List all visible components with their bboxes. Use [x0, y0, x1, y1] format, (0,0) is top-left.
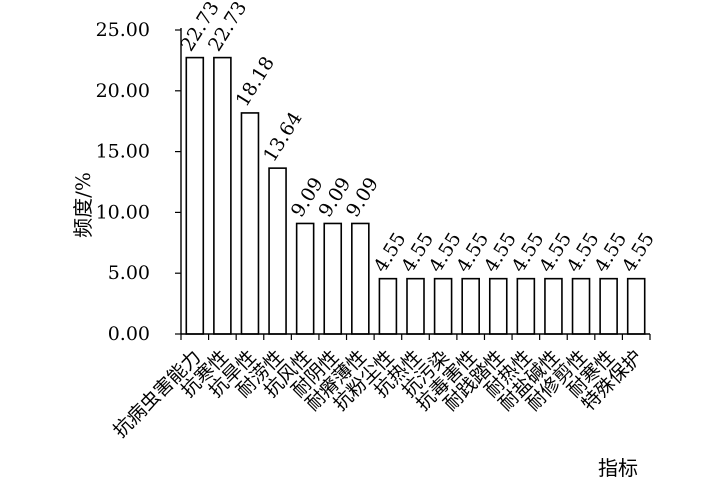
- data-label: 18.18: [232, 53, 279, 111]
- bar: [571, 277, 591, 335]
- y-tick-label: 5.00: [108, 262, 150, 284]
- bar: [516, 277, 536, 335]
- bar: [213, 56, 232, 335]
- y-tick-label: 10.00: [96, 201, 150, 223]
- y-tick-label: 0.00: [108, 323, 150, 345]
- y-axis-title: 频度/%: [71, 172, 95, 238]
- bar: [351, 222, 370, 335]
- bar: [626, 277, 646, 335]
- bar: [599, 277, 618, 335]
- data-label: 13.64: [259, 108, 306, 166]
- x-axis-category-labels: 抗病虫害能力抗寒性抗旱性耐涝性抗风性耐阴性耐瘠薄性抗粉尘性抗热性抗污染抗毒害性耐…: [109, 346, 647, 442]
- bar: [323, 222, 343, 335]
- bar: [268, 167, 287, 335]
- bars: [185, 56, 646, 335]
- bar: [378, 277, 398, 335]
- bar: [488, 277, 508, 335]
- bar: [295, 222, 315, 335]
- y-tick-label: 25.00: [96, 19, 150, 41]
- bar: [185, 56, 205, 335]
- bar: [461, 277, 480, 335]
- x-axis-title: 指标: [598, 456, 638, 480]
- y-axis-ticks: 0.00 5.00 10.00 15.00 20.00 25.00: [96, 19, 651, 345]
- data-labels: 22.7322.7318.1813.649.099.099.094.554.55…: [176, 0, 658, 276]
- bar: [544, 277, 563, 335]
- bar: [433, 277, 453, 335]
- y-tick-label: 20.00: [96, 80, 150, 102]
- bar: [240, 112, 260, 335]
- bar: [406, 277, 425, 335]
- y-tick-label: 15.00: [96, 141, 150, 163]
